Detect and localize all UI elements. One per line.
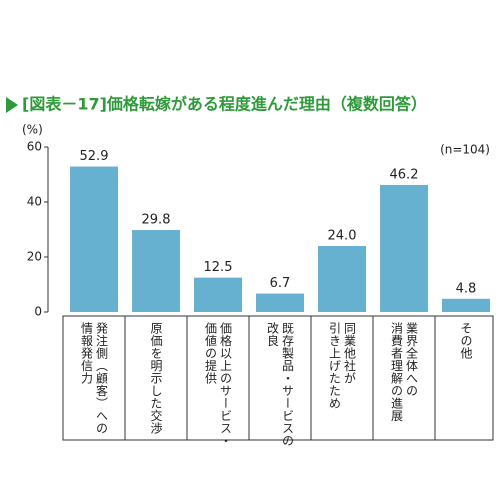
bar — [318, 246, 366, 312]
category-frame — [62, 315, 494, 441]
title-marker — [6, 97, 18, 113]
y-tick-label: 40 — [27, 195, 42, 209]
value-label: 24.0 — [328, 229, 357, 244]
bar — [194, 277, 242, 312]
bar — [442, 298, 490, 312]
bar — [70, 166, 118, 312]
value-label: 52.9 — [80, 149, 109, 164]
value-label: 12.5 — [204, 260, 233, 275]
chart-title: [図表－17]価格転嫁がある程度進んだ理由（複数回答） — [22, 95, 427, 114]
bar — [380, 184, 428, 312]
value-label: 46.2 — [390, 167, 419, 182]
bar — [132, 230, 180, 312]
x-tick-label: 情報発信力 — [80, 322, 94, 385]
x-tick-label: 改良 — [266, 322, 280, 348]
y-tick-label: 0 — [34, 305, 42, 319]
x-tick-label: 既存製品・サービスの — [281, 322, 295, 447]
value-label: 4.8 — [456, 281, 477, 296]
value-label: 6.7 — [270, 276, 291, 291]
y-axis-label: (%) — [22, 123, 43, 137]
x-tick-label: 価格以上のサービス・ — [219, 322, 233, 447]
x-tick-label: 同業他社が — [343, 322, 357, 385]
x-tick-label: 消費者理解の進展 — [390, 322, 404, 422]
x-tick-label: 業界全体への — [405, 322, 419, 397]
y-tick-label: 20 — [27, 250, 42, 264]
bar — [256, 293, 304, 312]
annotation: (n=104) — [440, 143, 490, 157]
y-tick-label: 60 — [27, 140, 42, 154]
x-tick-label: 発注側（顧客）への — [95, 322, 109, 435]
x-tick-label: その他 — [459, 322, 473, 360]
x-tick-label: 引き上げたため — [328, 322, 342, 410]
x-tick-label: 原価を明示した交渉 — [149, 322, 163, 435]
value-label: 29.8 — [142, 213, 171, 228]
x-tick-label: 価値の提供 — [204, 322, 218, 385]
